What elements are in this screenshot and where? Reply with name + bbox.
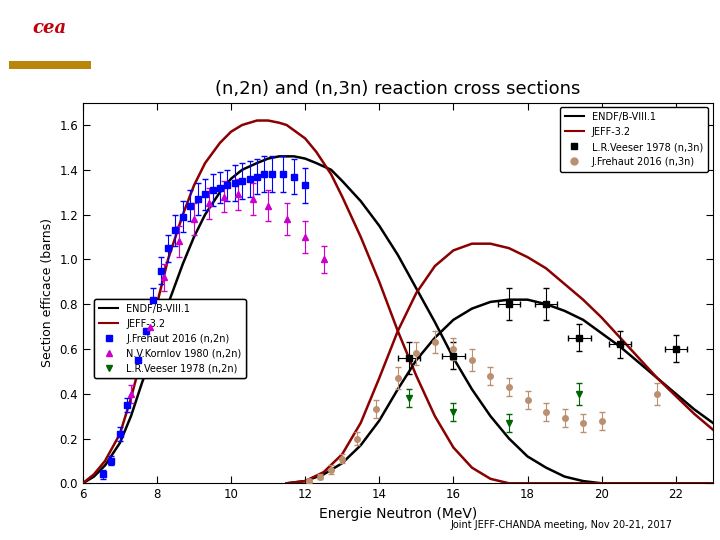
Title: (n,2n) and (n,3n) reaction cross sections: (n,2n) and (n,3n) reaction cross section…	[215, 80, 580, 98]
Text: Accepted experiment @NFS on: Accepted experiment @NFS on	[112, 23, 604, 50]
Text: Joint JEFF-CHANDA meeting, Nov 20-21, 2017: Joint JEFF-CHANDA meeting, Nov 20-21, 20…	[451, 520, 672, 530]
X-axis label: Energie Neutron (MeV): Energie Neutron (MeV)	[319, 507, 477, 521]
Text: 238: 238	[446, 11, 484, 29]
Text: cea: cea	[32, 19, 66, 37]
Text: DE LA RECHERCHE À L'INDUSTRIE: DE LA RECHERCHE À L'INDUSTRIE	[7, 3, 91, 8]
Text: U: U	[458, 23, 480, 50]
FancyBboxPatch shape	[1, 6, 99, 68]
Y-axis label: Section efficace (barns): Section efficace (barns)	[40, 219, 53, 367]
Legend: ENDF/B-VIII.1, JEFF-3.2, J.Frehaut 2016 (n,2n), N.V.Kornlov 1980 (n,2n), L.R.Vee: ENDF/B-VIII.1, JEFF-3.2, J.Frehaut 2016 …	[94, 299, 246, 378]
Bar	[9, 61, 91, 69]
